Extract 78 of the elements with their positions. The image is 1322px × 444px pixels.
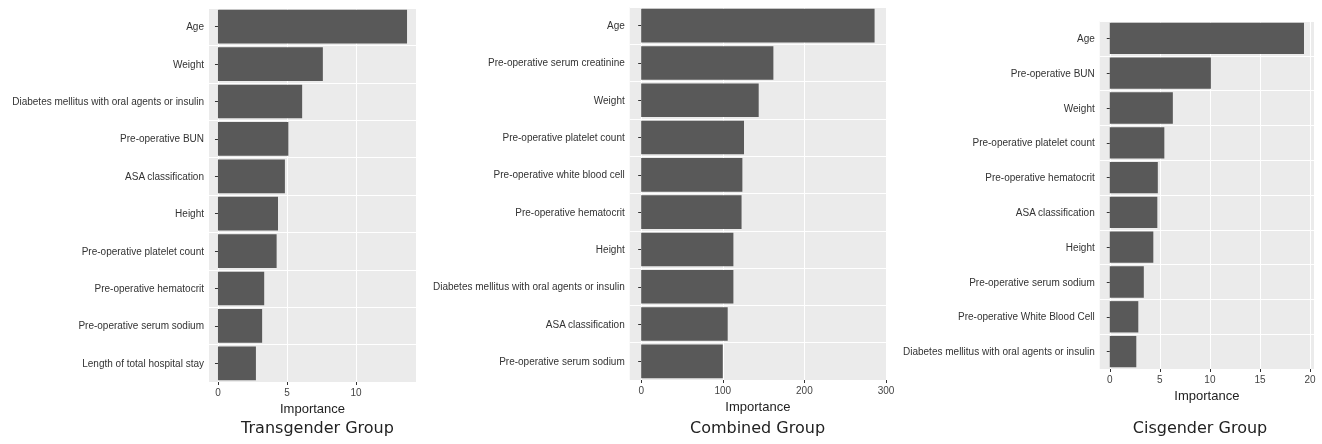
bar — [1109, 22, 1304, 55]
bar — [217, 122, 289, 156]
bar — [217, 346, 256, 381]
bar — [641, 46, 774, 80]
y-tick-label: ASA classification — [1015, 206, 1095, 218]
y-tick-label: Pre-operative serum creatinine — [488, 57, 626, 69]
bar — [217, 159, 285, 194]
x-tick-label: 300 — [877, 384, 895, 396]
y-tick-label: Weight — [593, 94, 625, 106]
x-axis-title: Importance — [725, 399, 791, 414]
bar — [641, 8, 875, 43]
text: Combined Group — [689, 417, 826, 437]
y-tick-label: Weight — [1063, 102, 1095, 114]
y-tick-label: Weight — [173, 58, 205, 70]
text: Cisgender Group — [1132, 417, 1268, 437]
x-axis-title: Importance — [1174, 388, 1240, 403]
bar — [641, 195, 742, 229]
bar — [217, 271, 265, 306]
bar — [217, 9, 408, 44]
bar — [1109, 335, 1137, 368]
bar — [641, 120, 745, 155]
y-tick-label: Diabetes mellitus with oral agents or insulin — [432, 281, 625, 293]
y-tick-label: Pre-operative serum sodium — [499, 355, 625, 367]
x-tick-label: 0 — [215, 386, 222, 398]
y-tick-label: Pre-operative platelet count — [972, 137, 1095, 149]
bar — [641, 269, 734, 304]
bar — [217, 234, 277, 268]
y-tick-label: Diabetes mellitus with oral agents or insulin — [12, 96, 204, 107]
x-tick-label: 10 — [350, 386, 362, 398]
bar — [641, 83, 759, 118]
x-tick-label: 5 — [1157, 373, 1164, 385]
y-tick-label: ASA classification — [545, 318, 625, 330]
bar — [1109, 231, 1154, 263]
y-tick-label: ASA classification — [125, 170, 204, 182]
y-tick-label: Height — [595, 243, 625, 255]
bar — [217, 196, 278, 231]
bar — [1109, 92, 1173, 124]
x-tick-label: 5 — [284, 386, 291, 398]
x-tick-label: 10 — [1204, 373, 1216, 385]
y-tick-label: Height — [1065, 241, 1095, 253]
y-tick-label: Pre-operative BUN — [1010, 67, 1095, 79]
y-tick-label: Pre-operative platelet count — [502, 132, 625, 144]
y-tick-label: Pre-operative serum sodium — [969, 276, 1095, 288]
bar — [641, 344, 723, 379]
bar — [1109, 161, 1158, 194]
bar — [1109, 266, 1144, 298]
bar — [217, 84, 303, 119]
bar — [217, 47, 323, 81]
y-tick-label: Pre-operative BUN — [120, 133, 204, 145]
x-tick-label: 20 — [1304, 373, 1316, 385]
bar — [641, 232, 734, 267]
bar — [641, 307, 728, 341]
y-tick-label: Length of total hospital stay — [82, 357, 204, 369]
y-tick-label: Pre-operative White Blood Cell — [958, 311, 1095, 323]
bar — [1109, 57, 1211, 89]
y-tick-label: Pre-operative hematocrit — [94, 283, 205, 294]
y-tick-label: Pre-operative hematocrit — [515, 206, 625, 218]
x-axis-title: Importance — [279, 401, 346, 416]
y-tick-label: Age — [606, 20, 626, 32]
x-tick-label: 200 — [796, 384, 814, 396]
y-tick-label: Height — [175, 208, 205, 220]
bar — [1109, 196, 1158, 229]
bar — [1109, 127, 1165, 159]
y-tick-label: Pre-operative white blood cell — [493, 169, 625, 181]
x-tick-label: 0 — [638, 384, 645, 396]
y-tick-label: Diabetes mellitus with oral agents or insulin — [902, 346, 1095, 358]
y-tick-label: Age — [1076, 32, 1096, 44]
text: Transgender Group — [240, 417, 394, 437]
bar — [217, 309, 263, 343]
x-tick-label: 0 — [1106, 373, 1113, 385]
bar — [1109, 301, 1139, 333]
y-tick-label: Pre-operative platelet count — [81, 245, 205, 257]
y-tick-label: Pre-operative serum sodium — [78, 320, 204, 332]
x-tick-label: 15 — [1254, 373, 1266, 385]
x-tick-label: 100 — [714, 384, 732, 396]
y-tick-label: Pre-operative hematocrit — [985, 172, 1095, 184]
y-tick-label: Age — [186, 21, 205, 33]
bar — [641, 158, 743, 192]
